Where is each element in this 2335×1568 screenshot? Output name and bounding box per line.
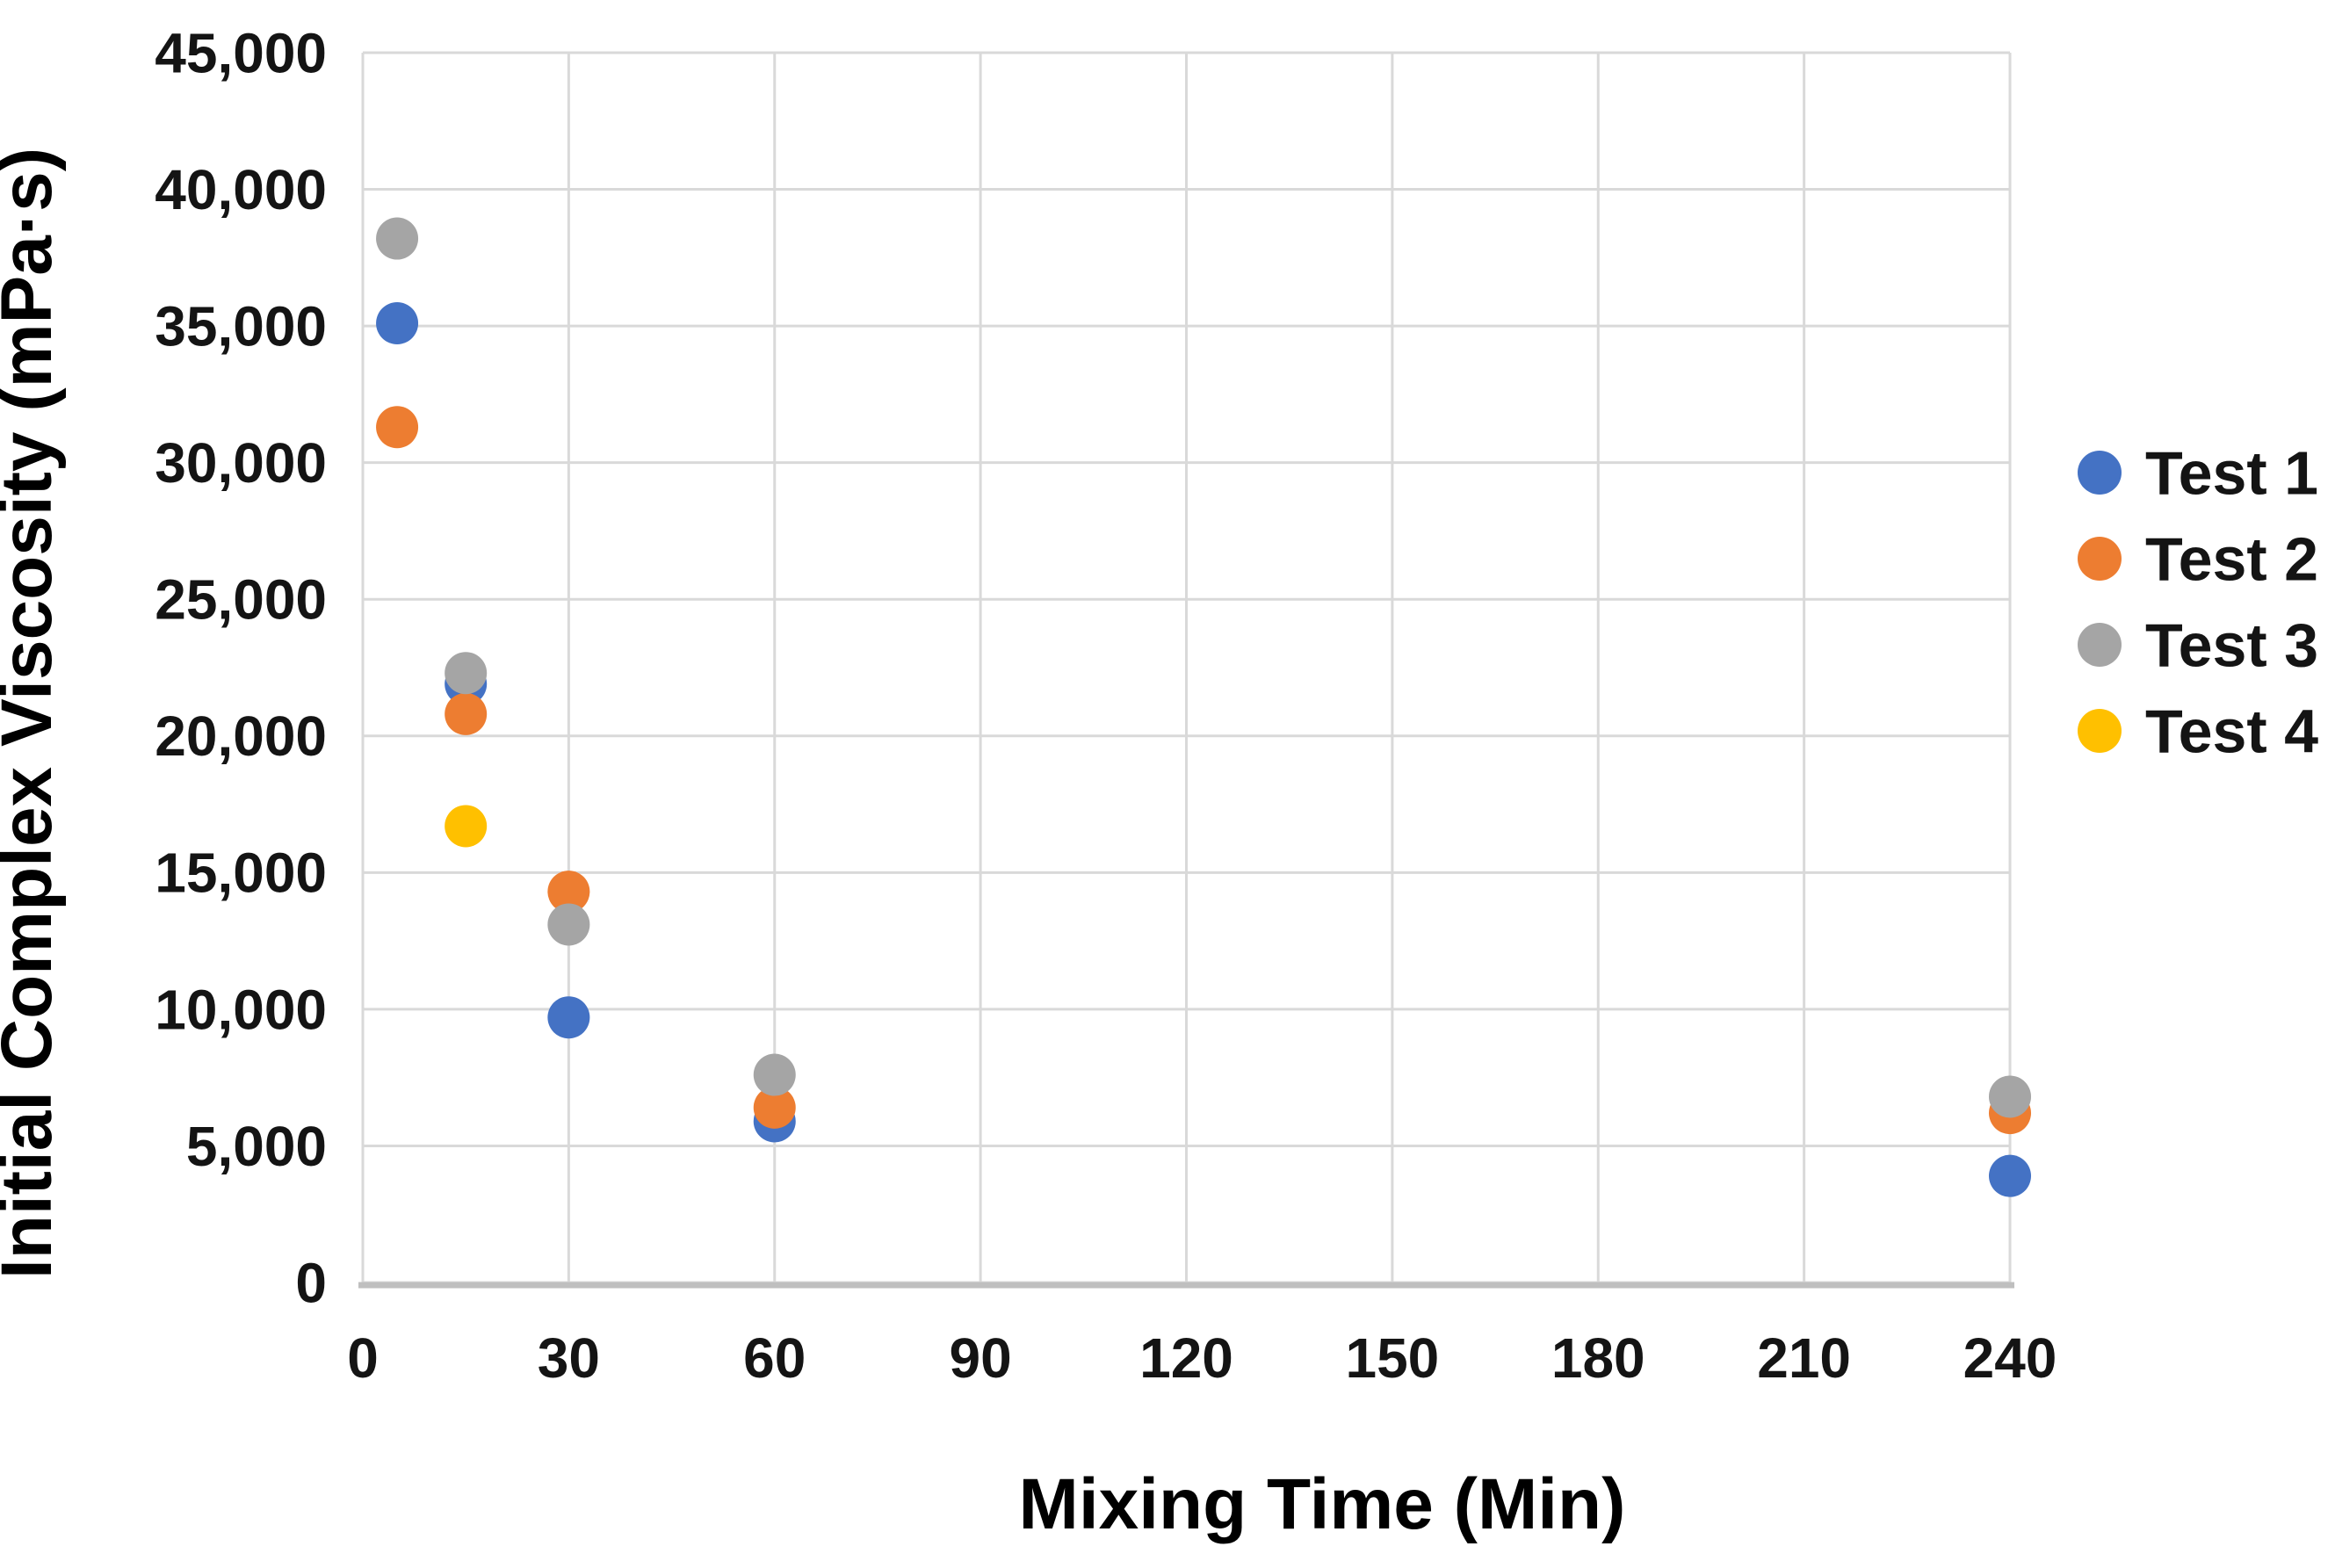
legend-item: Test 4 [2078,697,2318,766]
x-tick-label: 240 [1963,1326,2057,1390]
data-point-test-3 [376,217,419,260]
y-axis-title: Initial Complex Viscosity (mPa·s) [0,148,67,1279]
legend-swatch-icon [2078,709,2122,753]
y-tick-label: 35,000 [155,295,327,358]
x-axis-tick-labels: 0 30 60 90 120 150 180 210 240 [347,1326,2057,1390]
data-point-test-3 [547,903,590,946]
data-point-test-2 [376,406,419,449]
x-tick-label: 180 [1551,1326,1645,1390]
y-tick-label: 45,000 [155,21,327,84]
data-point-test-3 [445,652,488,695]
gridlines [361,51,2012,1284]
legend-label: Test 4 [2145,697,2318,766]
y-tick-label: 30,000 [155,431,327,495]
x-tick-label: 0 [347,1326,379,1390]
x-tick-label: 30 [538,1326,600,1390]
legend-swatch-icon [2078,537,2122,581]
x-tick-label: 150 [1345,1326,1439,1390]
y-axis-tick-labels: 0 5,000 10,000 15,000 20,000 25,000 30,000 35,0… [155,21,327,1314]
data-point-test-2 [547,871,590,914]
legend-item: Test 2 [2078,525,2318,594]
legend-label: Test 2 [2145,525,2318,594]
x-tick-label: 90 [950,1326,1012,1390]
y-tick-label: 15,000 [155,842,327,905]
legend-label: Test 3 [2145,611,2318,680]
legend-item: Test 3 [2078,611,2318,680]
x-tick-label: 60 [743,1326,806,1390]
data-point-test-4 [445,805,488,848]
data-point-test-2 [753,1086,796,1129]
legend-label: Test 1 [2145,439,2318,508]
data-point-test-3 [753,1053,796,1096]
data-point-test-1 [1989,1154,2031,1197]
legend-item: Test 1 [2078,439,2318,508]
y-tick-label: 20,000 [155,705,327,768]
x-axis-title: Mixing Time (Min) [1019,1464,1626,1544]
legend-swatch-icon [2078,451,2122,495]
data-point-test-2 [445,692,488,735]
x-tick-label: 120 [1139,1326,1233,1390]
data-point-test-3 [1989,1075,2031,1118]
y-tick-label: 0 [295,1251,327,1314]
data-points [376,217,2031,1197]
y-tick-label: 25,000 [155,568,327,632]
legend-swatch-icon [2078,623,2122,667]
y-tick-label: 40,000 [155,158,327,221]
y-tick-label: 10,000 [155,978,327,1041]
y-tick-label: 5,000 [186,1115,327,1178]
x-tick-label: 210 [1757,1326,1851,1390]
data-point-test-1 [376,302,419,344]
data-point-test-1 [547,996,590,1039]
legend: Test 1 Test 2 Test 3 Test 4 [2078,439,2318,766]
